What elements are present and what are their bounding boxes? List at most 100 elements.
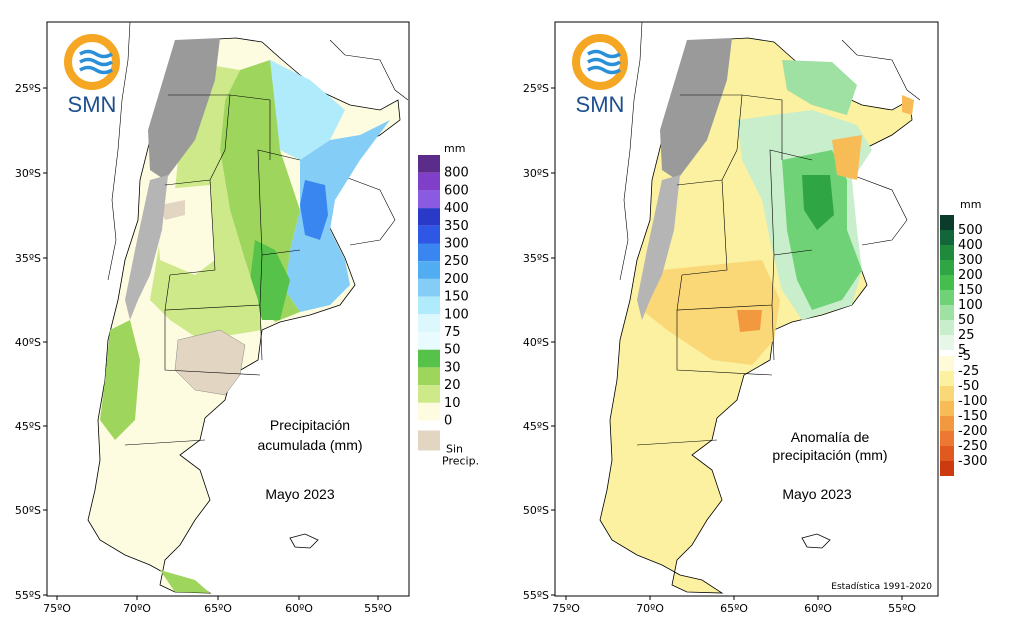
smn-logo-ring-icon [572, 34, 628, 90]
smn-logo-waves-icon [587, 49, 621, 75]
legend-label: -250 [958, 439, 988, 454]
province-boundaries [124, 94, 301, 446]
legend-label: -50 [958, 379, 979, 394]
precipitation-legend: mm 8006004003503002502001501007550302010… [418, 142, 479, 468]
anomaly-zone-neg100-ne [902, 95, 914, 115]
x-label-65o: 65ºO [720, 602, 748, 615]
andes-relief-north [148, 38, 220, 180]
legend-label: 150 [958, 283, 983, 298]
y-label-35s: 35ºS [523, 252, 549, 265]
legend-label: 50 [958, 313, 975, 328]
y-label-30s: 30ºS [523, 167, 549, 180]
legend-label: 75 [444, 325, 461, 340]
legend-no-precip-line1: Sin [446, 443, 463, 456]
legend-swatch [418, 349, 440, 368]
legend-label: -100 [958, 394, 988, 409]
legend-label: 400 [958, 238, 983, 253]
map-title-line1: Precipitación [270, 417, 350, 433]
legend-swatch-positive [940, 275, 954, 290]
legend-label: -25 [958, 364, 979, 379]
precipitation-map-panel: 25ºS 30ºS 35ºS 40ºS 45ºS 50ºS 55ºS 75ºO … [15, 21, 479, 615]
legend-swatch-negative [940, 356, 954, 371]
legend-label: 400 [444, 201, 469, 216]
legend-swatch [418, 190, 440, 209]
province-boundaries [636, 94, 813, 446]
legend-swatch [418, 332, 440, 350]
legend-label: 200 [444, 272, 469, 287]
legend-label: 20 [444, 378, 461, 393]
brazil-border [841, 39, 921, 101]
x-label-55o: 55ºO [364, 602, 392, 615]
legend-label: 250 [444, 254, 469, 269]
legend-unit: mm [960, 198, 981, 211]
anomaly-zone-200 [802, 175, 834, 230]
anomaly-zone-100 [782, 150, 862, 310]
x-label-60o: 60ºO [804, 602, 832, 615]
zone-150 [285, 120, 390, 312]
legend-swatch [418, 261, 440, 279]
y-label-35s: 35ºS [15, 252, 41, 265]
legend-swatch [418, 225, 440, 244]
legend-swatch [418, 278, 440, 297]
legend-swatch [418, 402, 440, 421]
smn-logo: SMN [64, 34, 120, 117]
legend-label: 100 [958, 298, 983, 313]
legend-swatch-negative [940, 446, 954, 461]
legend-swatch-negative [940, 371, 954, 386]
precipitation-map-svg: 25ºS 30ºS 35ºS 40ºS 45ºS 50ºS 55ºS 75ºO … [15, 21, 479, 615]
legend-swatch-positive [940, 245, 954, 260]
y-label-50s: 50ºS [523, 504, 549, 517]
y-label-30s: 30ºS [15, 167, 41, 180]
zone-250 [300, 180, 328, 240]
legend-swatch-negative [940, 431, 954, 446]
legend-label: 350 [444, 219, 469, 234]
zone-noprecip-b [174, 329, 246, 396]
y-label-55s: 55ºS [15, 589, 41, 602]
legend-swatch [418, 172, 440, 191]
smn-logo-text: SMN [576, 92, 625, 117]
anomaly-zone-neg100 [832, 135, 862, 180]
legend-label: 0 [444, 414, 452, 429]
legend-swatch-positive [940, 230, 954, 245]
legend-swatch [418, 243, 440, 262]
malvinas-islands [801, 533, 831, 549]
x-label-65o: 65ºO [204, 602, 232, 615]
anomaly-map-svg: 25ºS 30ºS 35ºS 40ºS 45ºS 50ºS 55ºS 75ºO … [523, 21, 988, 615]
legend-swatch-no-precip [418, 430, 440, 451]
legend-no-precip-line2: Precip. [442, 455, 479, 468]
map-title-line1: Anomalía de [791, 429, 870, 445]
smn-logo-waves-icon [79, 49, 113, 75]
legend-swatch [418, 385, 440, 403]
legend-swatch-positive [940, 305, 954, 320]
x-label-55o: 55ºO [888, 602, 916, 615]
y-label-50s: 50ºS [15, 504, 41, 517]
statistic-note: Estadística 1991-2020 [831, 582, 932, 592]
map-period: Mayo 2023 [782, 486, 851, 502]
legend-swatch-negative [940, 386, 954, 401]
legend-label: -300 [958, 454, 988, 469]
legend-swatch-positive [940, 335, 954, 350]
legend-label: 800 [444, 166, 469, 181]
uruguay-border [851, 174, 908, 246]
x-label-60o: 60ºO [285, 602, 313, 615]
x-label-75o: 75ºO [552, 602, 580, 615]
x-label-70o: 70ºO [636, 602, 664, 615]
map-title-line2: acumulada (mm) [257, 437, 362, 453]
legend-swatch-negative [940, 401, 954, 416]
y-label-40s: 40ºS [15, 336, 41, 349]
zone-100 [265, 60, 345, 160]
legend-swatch-negative [940, 416, 954, 431]
chile-border [107, 21, 131, 281]
smn-logo: SMN [572, 34, 628, 117]
y-axis: 25ºS 30ºS 35ºS 40ºS 45ºS 50ºS 55ºS [15, 82, 47, 602]
legend-unit: mm [444, 142, 465, 155]
legend-label: 25 [958, 328, 975, 343]
y-label-45s: 45ºS [15, 420, 41, 433]
malvinas-islands [289, 533, 319, 549]
legend-swatch-positive [940, 215, 954, 230]
anomaly-map-panel: 25ºS 30ºS 35ºS 40ºS 45ºS 50ºS 55ºS 75ºO … [512, 0, 1024, 626]
legend-label: -150 [958, 409, 988, 424]
y-label-40s: 40ºS [523, 336, 549, 349]
legend-label: 300 [958, 253, 983, 268]
legend-swatch [418, 296, 440, 315]
